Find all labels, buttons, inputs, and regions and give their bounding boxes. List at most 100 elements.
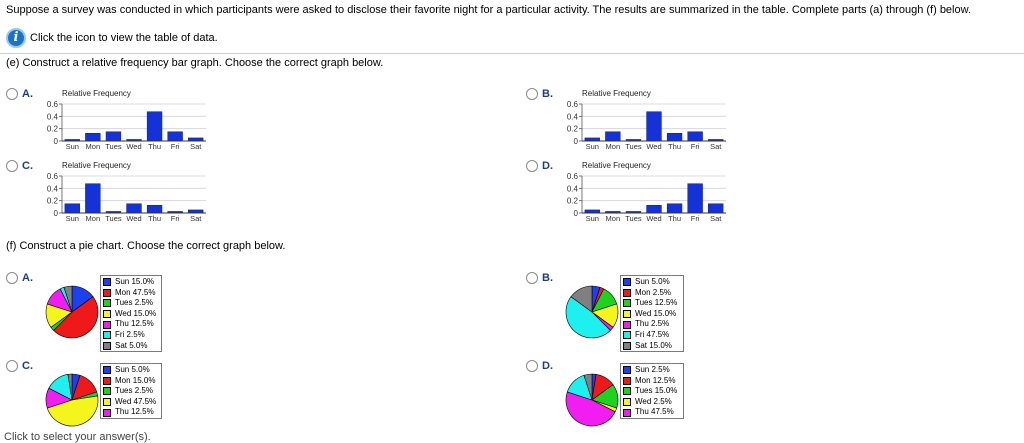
bar-sat <box>708 203 724 214</box>
x-tick-label: Thu <box>148 142 161 151</box>
x-tick-label: Tues <box>105 142 122 151</box>
pie-slice-wed <box>46 395 99 427</box>
radio-f-a[interactable] <box>6 272 18 284</box>
legend-entry: Mon 2.5% <box>623 288 680 299</box>
chart-title: Relative Frequency <box>582 161 651 170</box>
radio-f-d[interactable] <box>526 360 538 372</box>
legend-swatch <box>623 320 631 329</box>
y-tick-label: 0.4 <box>567 184 579 193</box>
legend-entry: Sun 2.5% <box>623 365 680 376</box>
legend-label: Mon 15.0% <box>115 375 156 385</box>
pie-legend-b: Sun 5.0% Mon 2.5% Tues 12.5% Wed 15.0% Thu 2… <box>620 275 684 353</box>
bar-wed <box>126 203 142 214</box>
bar-mon <box>85 183 101 214</box>
x-tick-label: Thu <box>668 214 681 223</box>
legend-entry: Tues 2.5% <box>103 386 158 397</box>
legend-swatch <box>103 366 111 375</box>
option-f-c[interactable]: C. <box>6 360 33 372</box>
legend-label: Wed 47.5% <box>115 396 157 406</box>
legend-label: Thu 2.5% <box>635 319 670 329</box>
option-e-b[interactable]: B. <box>526 88 553 100</box>
legend-entry: Wed 47.5% <box>103 397 158 408</box>
radio-e-a[interactable] <box>6 88 18 100</box>
legend-swatch <box>623 366 631 375</box>
radio-e-b[interactable] <box>526 88 538 100</box>
option-letter: D. <box>542 360 553 372</box>
legend-entry: Fri 47.5% <box>623 330 680 341</box>
x-tick-label: Fri <box>171 142 180 151</box>
legend-label: Thu 47.5% <box>635 407 674 417</box>
option-f-a[interactable]: A. <box>6 272 33 284</box>
option-e-c[interactable]: C. <box>6 160 33 172</box>
legend-label: Mon 12.5% <box>635 375 676 385</box>
y-tick-label: 0 <box>574 137 579 146</box>
radio-e-d[interactable] <box>526 160 538 172</box>
radio-e-c[interactable] <box>6 160 18 172</box>
x-tick-label: Tues <box>105 214 122 223</box>
legend-swatch <box>103 331 111 340</box>
option-e-a[interactable]: A. <box>6 88 33 100</box>
bar-chart-svg: 0.6 0.4 0.2 0 Sun Mon Tues Wed Thu Fri Sat <box>47 172 206 223</box>
chart-title: Relative Frequency <box>62 161 131 170</box>
legend-label: Sat 5.0% <box>115 340 148 350</box>
x-tick-label: Mon <box>86 214 101 223</box>
bar-wed <box>646 205 662 214</box>
legend-swatch <box>623 341 631 350</box>
option-f-b[interactable]: B. <box>526 272 553 284</box>
pie-legend-d: Sun 2.5% Mon 12.5% Tues 15.0% Wed 2.5% Thu 4… <box>620 363 684 419</box>
radio-f-c[interactable] <box>6 360 18 372</box>
legend-swatch <box>103 320 111 329</box>
y-tick-label: 0.6 <box>567 172 579 181</box>
legend-entry: Wed 15.0% <box>103 309 158 320</box>
legend-entry: Sat 5.0% <box>103 341 158 352</box>
legend-swatch <box>103 299 111 308</box>
y-tick-label: 0.2 <box>567 125 579 134</box>
legend-label: Tues 2.5% <box>115 298 153 308</box>
x-tick-label: Mon <box>606 214 621 223</box>
option-e-d[interactable]: D. <box>526 160 553 172</box>
part-f-title: (f) Construct a pie chart. Choose the co… <box>6 240 286 252</box>
pie-legend-a: Sun 15.0% Mon 47.5% Tues 2.5% Wed 15.0% Thu … <box>100 275 162 353</box>
x-tick-label: Fri <box>691 214 700 223</box>
legend-entry: Wed 2.5% <box>623 397 680 408</box>
bar-chart-d: Relative Frequency 0.6 0.4 0.2 0 Sun Mon Tues W… <box>560 161 730 223</box>
view-table-link[interactable]: Click the icon to view the table of data… <box>30 32 218 44</box>
legend-label: Tues 15.0% <box>635 386 678 396</box>
info-icon[interactable]: i <box>6 28 26 48</box>
legend-swatch <box>103 310 111 319</box>
legend-label: Wed 2.5% <box>635 396 672 406</box>
y-tick-label: 0.4 <box>47 112 59 121</box>
pie-chart-c <box>45 373 99 427</box>
legend-label: Fri 2.5% <box>115 329 145 339</box>
bar-tues <box>105 131 122 142</box>
legend-label: Mon 47.5% <box>115 287 156 297</box>
y-tick-label: 0.4 <box>47 184 59 193</box>
x-tick-label: Tues <box>625 214 642 223</box>
legend-swatch <box>103 278 111 287</box>
legend-label: Tues 12.5% <box>635 298 678 308</box>
legend-swatch <box>103 408 111 417</box>
radio-f-b[interactable] <box>526 272 538 284</box>
legend-entry: Mon 12.5% <box>623 376 680 387</box>
bar-chart-a: Relative Frequency 0.6 0.4 0.2 0 Sun Mon Tues W… <box>40 89 210 151</box>
legend-label: Wed 15.0% <box>635 308 677 318</box>
legend-entry: Tues 12.5% <box>623 298 680 309</box>
legend-swatch <box>623 310 631 319</box>
pie-slice-mon <box>53 296 99 339</box>
legend-entry: Wed 15.0% <box>623 309 680 320</box>
pie-slice-sat <box>67 373 73 401</box>
legend-label: Sat 15.0% <box>635 340 672 350</box>
option-f-d[interactable]: D. <box>526 360 553 372</box>
x-tick-label: Tues <box>625 142 642 151</box>
legend-label: Sun 15.0% <box>115 277 155 286</box>
legend-entry: Sun 15.0% <box>103 277 158 288</box>
pie-slice-fri <box>565 296 611 339</box>
x-tick-label: Mon <box>86 142 101 151</box>
pie-chart-d <box>565 373 619 427</box>
option-letter: C. <box>22 360 33 372</box>
pie-slice-sat <box>63 285 73 313</box>
x-tick-label: Wed <box>646 214 661 223</box>
x-tick-label: Sat <box>190 214 202 223</box>
x-tick-label: Sun <box>586 214 599 223</box>
legend-entry: Sat 15.0% <box>623 341 680 352</box>
